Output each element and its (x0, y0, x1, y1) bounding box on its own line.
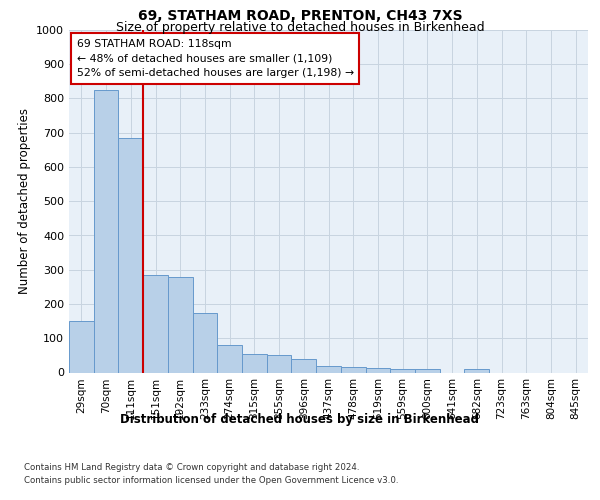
Bar (390, 369, 415, 372)
Bar (341, 368, 365, 372)
Bar (143, 275, 168, 372)
Bar (267, 354, 292, 372)
Bar (316, 366, 341, 372)
Bar (118, 138, 143, 372)
Text: 69, STATHAM ROAD, PRENTON, CH43 7XS: 69, STATHAM ROAD, PRENTON, CH43 7XS (137, 9, 463, 23)
Bar (69, 321, 94, 372)
Text: Size of property relative to detached houses in Birkenhead: Size of property relative to detached ho… (116, 22, 484, 35)
Text: Contains HM Land Registry data © Crown copyright and database right 2024.: Contains HM Land Registry data © Crown c… (24, 462, 359, 471)
Bar (242, 354, 267, 372)
Bar (94, 90, 118, 372)
Bar (193, 312, 217, 372)
Text: Contains public sector information licensed under the Open Government Licence v3: Contains public sector information licen… (24, 476, 398, 485)
Text: 69 STATHAM ROAD: 118sqm
← 48% of detached houses are smaller (1,109)
52% of semi: 69 STATHAM ROAD: 118sqm ← 48% of detache… (77, 38, 354, 78)
Y-axis label: Number of detached properties: Number of detached properties (17, 108, 31, 294)
Bar (217, 345, 242, 372)
Text: Distribution of detached houses by size in Birkenhead: Distribution of detached houses by size … (121, 412, 479, 426)
Bar (464, 369, 489, 372)
Bar (292, 359, 316, 372)
Bar (365, 368, 390, 372)
Bar (415, 369, 440, 372)
Bar (168, 276, 193, 372)
